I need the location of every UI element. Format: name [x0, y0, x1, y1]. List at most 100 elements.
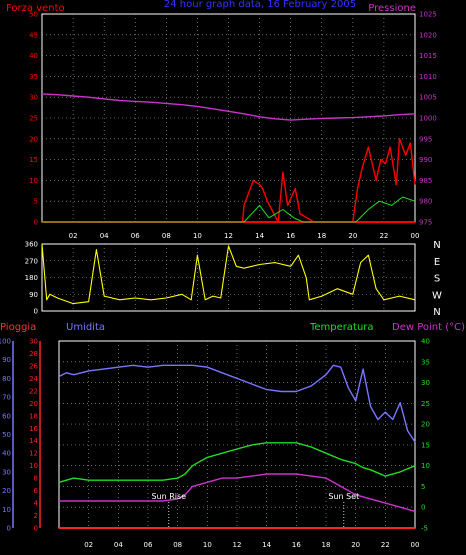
- rain-tick-label: 30: [29, 338, 38, 346]
- time-tick-label: 14: [255, 232, 264, 240]
- rain-tick-label: 8: [34, 475, 38, 483]
- time-tick-label: 04: [114, 541, 123, 549]
- humidity-tick-label: 20: [2, 487, 11, 495]
- time-tick-label: 22: [381, 541, 390, 549]
- humidity-tick-label: 70: [2, 394, 11, 402]
- humidity-tick-label: 10: [2, 506, 11, 514]
- wind-tick-label: 50: [29, 11, 38, 19]
- time-tick-label: 12: [224, 232, 233, 240]
- dewpoint-header-label: Dew Point (°C): [392, 322, 465, 333]
- temperature-tick-label: 5: [421, 483, 425, 491]
- humidity-tick-label: 0: [7, 525, 11, 533]
- wind-tick-label: 0: [34, 219, 38, 227]
- pressure-tick-label: 1025: [419, 11, 437, 19]
- humidity-tick-label: 80: [2, 375, 11, 383]
- temperature-header-label: Temperatura: [309, 322, 374, 333]
- temperature-tick-label: 0: [421, 504, 425, 512]
- compass-label: N: [433, 240, 440, 251]
- wind-tick-label: 35: [29, 73, 38, 81]
- sun-event-label: Sun Rise: [151, 492, 186, 501]
- wind-axis-label: Forza vento: [6, 3, 65, 14]
- time-tick-label: 06: [131, 232, 140, 240]
- time-tick-label: 16: [286, 232, 295, 240]
- direction-tick-label: 270: [25, 257, 38, 265]
- pressure-tick-label: 990: [419, 156, 432, 164]
- compass-label: S: [434, 274, 440, 285]
- time-tick-label: 02: [69, 232, 78, 240]
- rain-tick-label: 18: [29, 412, 38, 420]
- temperature-tick-label: 20: [421, 421, 430, 429]
- rain-tick-label: 26: [29, 362, 38, 370]
- temperature-tick-label: 15: [421, 441, 430, 449]
- wind-tick-label: 40: [29, 52, 38, 60]
- temperature-tick-label: 30: [421, 379, 430, 387]
- compass-label: W: [432, 290, 442, 301]
- time-tick-label: 16: [292, 541, 301, 549]
- time-tick-label: 20: [351, 541, 360, 549]
- wind-tick-label: 45: [29, 31, 38, 39]
- rain-tick-label: 24: [29, 375, 38, 383]
- time-tick-label: 04: [100, 232, 109, 240]
- temperature-tick-label: 40: [421, 338, 430, 346]
- sun-event-label: Sun Set: [328, 492, 359, 501]
- compass-label: N: [433, 307, 440, 318]
- pressure-axis-label: Pressione: [368, 3, 416, 14]
- wind-tick-label: 20: [29, 135, 38, 143]
- rain-header-label: Pioggia: [0, 322, 36, 333]
- time-tick-label: 00: [411, 541, 420, 549]
- humidity-header-label: Umidita: [66, 322, 105, 333]
- wind-gust-series: [42, 138, 416, 223]
- dewpoint-series: [59, 473, 416, 513]
- temperature-tick-label: -5: [421, 525, 428, 533]
- pressure-tick-label: 1005: [419, 94, 437, 102]
- temperature-tick-label: 10: [421, 462, 430, 470]
- temperature-tick-label: 35: [421, 358, 430, 366]
- time-tick-label: 02: [84, 541, 93, 549]
- pressure-tick-label: 975: [419, 219, 432, 227]
- humidity-tick-label: 50: [2, 431, 11, 439]
- chart-title: 24 hour graph data, 16 February 2005: [164, 0, 356, 10]
- pressure-tick-label: 985: [419, 177, 432, 185]
- pressure-tick-label: 1020: [419, 31, 437, 39]
- wind-tick-label: 15: [29, 156, 38, 164]
- wind-average-series: [42, 196, 416, 223]
- humidity-tick-label: 90: [2, 356, 11, 364]
- humidity-tick-label: 100: [0, 338, 11, 346]
- rain-tick-label: 22: [29, 387, 38, 395]
- rain-tick-label: 0: [34, 525, 38, 533]
- pressure-series: [41, 93, 416, 121]
- direction-tick-label: 180: [25, 274, 38, 282]
- time-tick-label: 14: [262, 541, 271, 549]
- time-tick-label: 08: [162, 232, 171, 240]
- pressure-tick-label: 1015: [419, 52, 437, 60]
- rain-tick-label: 28: [29, 350, 38, 358]
- pressure-tick-label: 995: [419, 135, 432, 143]
- temperature-series: [58, 442, 416, 483]
- time-tick-label: 20: [348, 232, 357, 240]
- time-tick-label: 18: [317, 232, 326, 240]
- time-tick-label: 08: [173, 541, 182, 549]
- humidity-tick-label: 40: [2, 450, 11, 458]
- time-tick-label: 10: [193, 232, 202, 240]
- time-tick-label: 12: [233, 541, 242, 549]
- rain-tick-label: 12: [29, 450, 38, 458]
- time-tick-label: 22: [379, 232, 388, 240]
- rain-tick-label: 16: [29, 425, 38, 433]
- wind-direction-series: [41, 243, 416, 305]
- humidity-tick-label: 30: [2, 468, 11, 476]
- wind-tick-label: 25: [29, 115, 38, 123]
- pressure-tick-label: 980: [419, 198, 432, 206]
- time-tick-label: 00: [411, 232, 420, 240]
- rain-tick-label: 14: [29, 437, 38, 445]
- rain-tick-label: 6: [34, 487, 39, 495]
- time-tick-label: 18: [322, 541, 331, 549]
- time-tick-label: 06: [144, 541, 153, 549]
- rain-tick-label: 4: [34, 500, 39, 508]
- humidity-tick-label: 60: [2, 412, 11, 420]
- temperature-tick-label: 25: [421, 400, 430, 408]
- direction-tick-label: 0: [34, 308, 38, 316]
- pressure-tick-label: 1010: [419, 73, 437, 81]
- humidity-series: [58, 364, 416, 443]
- wind-tick-label: 5: [34, 198, 38, 206]
- direction-tick-label: 90: [29, 291, 38, 299]
